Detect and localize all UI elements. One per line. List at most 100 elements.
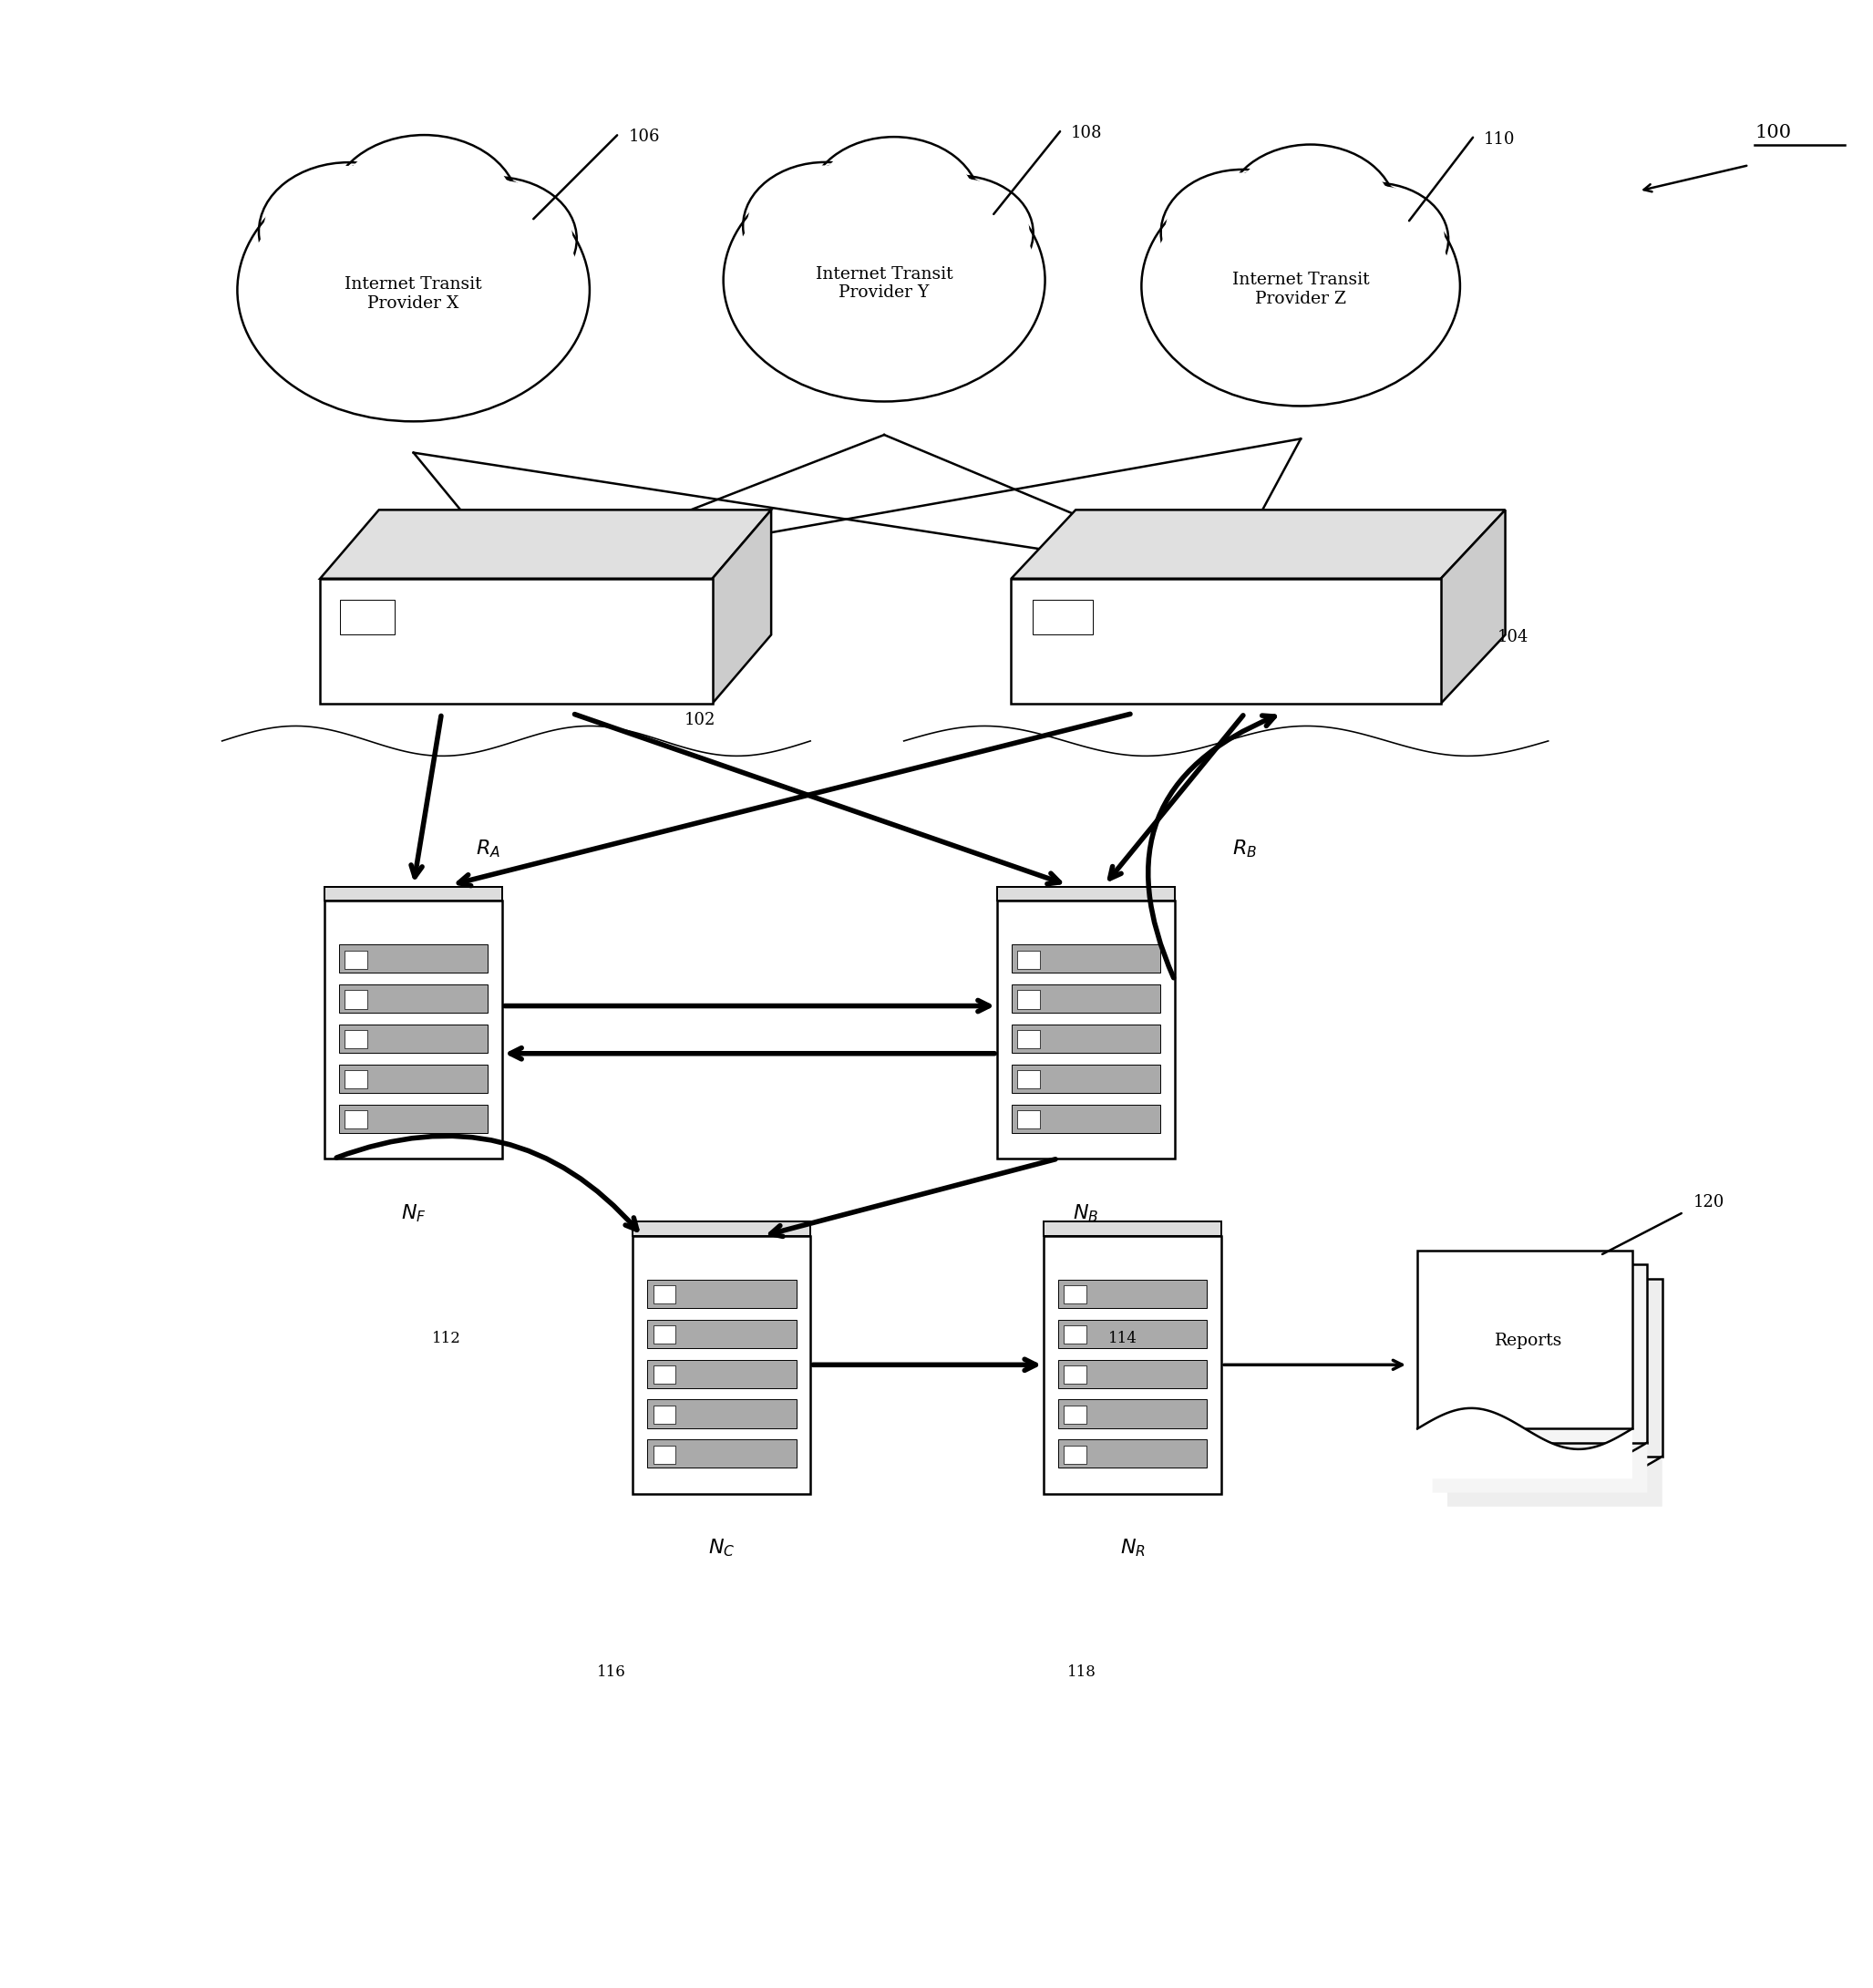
Text: 106: 106 bbox=[627, 129, 659, 145]
Ellipse shape bbox=[747, 165, 903, 286]
Text: $N_C$: $N_C$ bbox=[708, 1537, 734, 1559]
Bar bbox=[345, 950, 367, 968]
Bar bbox=[648, 1320, 796, 1348]
Bar bbox=[654, 1406, 676, 1423]
Bar bbox=[1448, 1278, 1661, 1457]
Text: 118: 118 bbox=[1068, 1664, 1096, 1680]
Ellipse shape bbox=[807, 137, 980, 272]
Ellipse shape bbox=[1141, 167, 1461, 406]
Ellipse shape bbox=[446, 256, 560, 342]
Ellipse shape bbox=[884, 175, 1034, 290]
Bar bbox=[654, 1445, 676, 1463]
Ellipse shape bbox=[335, 139, 513, 276]
Ellipse shape bbox=[1165, 173, 1320, 292]
Ellipse shape bbox=[418, 181, 573, 298]
Ellipse shape bbox=[444, 254, 564, 344]
Ellipse shape bbox=[914, 248, 1019, 328]
Text: Internet Transit
Provider Z: Internet Transit Provider Z bbox=[1232, 272, 1369, 306]
Text: 100: 100 bbox=[1755, 123, 1791, 141]
Bar bbox=[1017, 950, 1040, 968]
Text: 120: 120 bbox=[1693, 1195, 1725, 1211]
Bar bbox=[345, 990, 367, 1008]
Ellipse shape bbox=[245, 165, 581, 415]
Bar bbox=[1064, 1286, 1086, 1304]
Bar bbox=[1011, 984, 1161, 1014]
Text: Internet Transit
Provider X: Internet Transit Provider X bbox=[345, 276, 481, 312]
Bar bbox=[339, 600, 395, 634]
Text: Internet Transit
Provider Y: Internet Transit Provider Y bbox=[815, 266, 953, 302]
Ellipse shape bbox=[1330, 254, 1435, 334]
Ellipse shape bbox=[1150, 173, 1452, 400]
Ellipse shape bbox=[749, 248, 854, 328]
Bar bbox=[339, 1024, 489, 1054]
Polygon shape bbox=[1011, 579, 1440, 704]
Ellipse shape bbox=[723, 159, 1045, 402]
Text: 108: 108 bbox=[1071, 125, 1103, 141]
Polygon shape bbox=[1011, 509, 1506, 579]
Polygon shape bbox=[1440, 509, 1506, 704]
Bar bbox=[339, 1105, 489, 1133]
Bar bbox=[1058, 1280, 1208, 1308]
Ellipse shape bbox=[330, 135, 519, 280]
Bar bbox=[648, 1360, 796, 1388]
Bar bbox=[648, 1400, 796, 1427]
Text: 102: 102 bbox=[684, 712, 715, 728]
Text: 114: 114 bbox=[1109, 1332, 1137, 1346]
Ellipse shape bbox=[1225, 145, 1395, 278]
Ellipse shape bbox=[238, 159, 590, 421]
Bar bbox=[654, 1326, 676, 1344]
Text: 104: 104 bbox=[1497, 628, 1528, 646]
Bar bbox=[1064, 1366, 1086, 1384]
Ellipse shape bbox=[1167, 254, 1272, 334]
Bar bbox=[996, 901, 1174, 1159]
Bar bbox=[1043, 1237, 1221, 1493]
Ellipse shape bbox=[264, 165, 435, 298]
Bar bbox=[324, 901, 502, 1159]
Ellipse shape bbox=[1304, 185, 1444, 294]
Bar bbox=[345, 1109, 367, 1129]
Ellipse shape bbox=[1165, 252, 1274, 336]
Text: $R_B$: $R_B$ bbox=[1232, 839, 1257, 861]
Bar bbox=[1011, 1064, 1161, 1093]
Bar bbox=[1064, 1326, 1086, 1344]
Bar bbox=[324, 887, 502, 901]
Text: 112: 112 bbox=[433, 1332, 461, 1346]
Bar bbox=[1017, 1070, 1040, 1089]
Bar bbox=[654, 1286, 676, 1304]
Ellipse shape bbox=[747, 247, 856, 330]
Bar bbox=[1058, 1439, 1208, 1467]
Bar bbox=[654, 1366, 676, 1384]
Text: $N_R$: $N_R$ bbox=[1120, 1537, 1146, 1559]
Ellipse shape bbox=[262, 254, 384, 344]
Bar bbox=[1064, 1406, 1086, 1423]
Ellipse shape bbox=[1300, 183, 1448, 296]
Ellipse shape bbox=[912, 247, 1021, 330]
Bar bbox=[633, 1237, 811, 1493]
Bar bbox=[1058, 1400, 1208, 1427]
Bar bbox=[345, 1030, 367, 1048]
Bar bbox=[1011, 944, 1161, 972]
Bar bbox=[1043, 1223, 1221, 1237]
Bar bbox=[1433, 1264, 1646, 1443]
Ellipse shape bbox=[888, 179, 1030, 288]
Bar bbox=[1064, 1445, 1086, 1463]
Bar bbox=[1017, 1030, 1040, 1048]
Ellipse shape bbox=[266, 256, 380, 342]
Bar bbox=[345, 1070, 367, 1089]
Ellipse shape bbox=[1229, 147, 1392, 274]
Ellipse shape bbox=[414, 177, 577, 300]
Text: $N_F$: $N_F$ bbox=[401, 1203, 427, 1225]
Polygon shape bbox=[712, 509, 772, 704]
Text: 110: 110 bbox=[1483, 131, 1515, 147]
Polygon shape bbox=[320, 579, 712, 704]
Bar bbox=[1017, 990, 1040, 1008]
Ellipse shape bbox=[744, 163, 908, 290]
Polygon shape bbox=[320, 509, 772, 579]
Bar bbox=[648, 1439, 796, 1467]
Bar bbox=[339, 984, 489, 1014]
Bar bbox=[996, 887, 1174, 901]
Ellipse shape bbox=[1161, 169, 1324, 296]
Ellipse shape bbox=[813, 141, 976, 268]
Bar bbox=[1418, 1250, 1631, 1429]
Ellipse shape bbox=[258, 163, 440, 300]
